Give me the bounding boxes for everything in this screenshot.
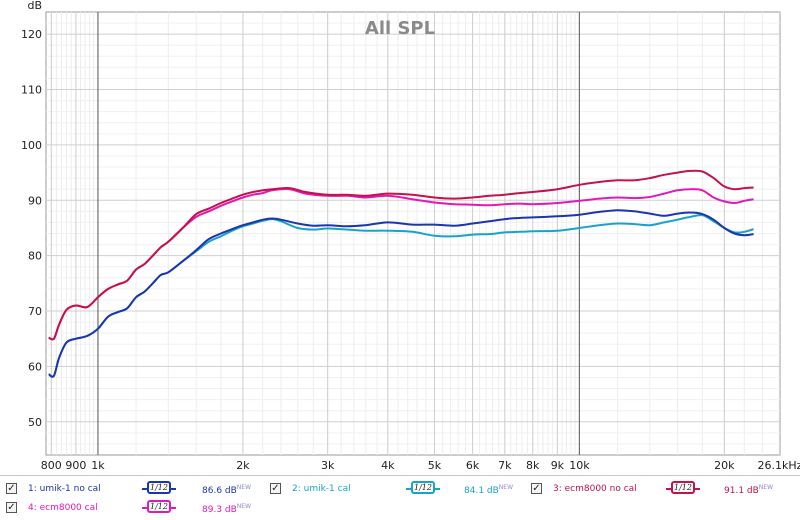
- legend-value-4: 89.3 dBNEW: [202, 503, 251, 515]
- new-tag-3: NEW: [758, 484, 774, 491]
- new-tag-2: NEW: [498, 484, 514, 491]
- series-line-3: [48, 169, 754, 341]
- x-tick-label: 1k: [91, 459, 105, 472]
- x-tick-label: 3k: [321, 459, 335, 472]
- smoothing-button-4[interactable]: 1/12: [147, 500, 171, 513]
- checkbox-3[interactable]: ✓: [531, 483, 542, 494]
- legend-value-1: 86.6 dBNEW: [202, 484, 251, 496]
- x-tick-label: 5k: [428, 459, 442, 472]
- x-tick-label: 9k: [551, 459, 565, 472]
- checkbox-1[interactable]: ✓: [6, 483, 17, 494]
- legend-name-1: 1: umik-1 no cal: [28, 484, 101, 494]
- legend-entry-4: ✓ 4: ecm8000 cal 1/12 89.3 dBNEW: [6, 499, 268, 517]
- new-tag-1: NEW: [236, 484, 252, 491]
- x-tick-label: 800: [41, 459, 62, 472]
- legend-entry-2: ✓ 2: umik-1 cal 1/12 84.1 dBNEW: [270, 480, 532, 498]
- legend-value-3-text: 91.1 dB: [724, 486, 759, 496]
- legend-name-4: 4: ecm8000 cal: [28, 503, 98, 513]
- checkbox-4[interactable]: ✓: [6, 502, 17, 513]
- x-tick-label: 4k: [381, 459, 395, 472]
- y-tick-label: 50: [28, 416, 42, 429]
- legend-value-2: 84.1 dBNEW: [464, 484, 513, 496]
- x-tick-label: 20k: [714, 459, 735, 472]
- smoothing-button-2[interactable]: 1/12: [411, 481, 435, 494]
- x-tick-label: 2k: [236, 459, 250, 472]
- legend-entry-1: ✓ 1: umik-1 no cal 1/12 86.6 dBNEW: [6, 480, 268, 498]
- legend-value-4-text: 89.3 dB: [202, 505, 237, 515]
- spl-chart: 50 60 70 80 90 100 110 120 800 900 1k 2k 3k 4k 5k 6k 7k 8…: [21, 0, 800, 472]
- x-tick-label: 6k: [466, 459, 480, 472]
- x-tick-label: 10k: [569, 459, 590, 472]
- legend-value-1-text: 86.6 dB: [202, 486, 237, 496]
- x-tick-label: 900: [65, 459, 86, 472]
- legend-value-2-text: 84.1 dB: [464, 486, 499, 496]
- x-tick-label: 7k: [498, 459, 512, 472]
- y-tick-label: 100: [21, 139, 42, 152]
- y-tick-label: 70: [28, 305, 42, 318]
- new-tag-4: NEW: [236, 503, 252, 510]
- y-tick-label: 120: [21, 28, 42, 41]
- chart-title: All SPL: [365, 18, 435, 39]
- legend-value-3: 91.1 dBNEW: [724, 484, 773, 496]
- y-tick-label: 110: [21, 84, 42, 97]
- y-tick-label: 90: [28, 194, 42, 207]
- legend-entry-3: ✓ 3: ecm8000 no cal 1/12 91.1 dBNEW: [531, 480, 793, 498]
- smoothing-button-3[interactable]: 1/12: [671, 481, 695, 494]
- checkbox-2[interactable]: ✓: [270, 483, 281, 494]
- smoothing-button-1[interactable]: 1/12: [147, 481, 171, 494]
- series-line-1: [48, 209, 754, 378]
- legend-name-3: 3: ecm8000 no cal: [553, 484, 637, 494]
- legend-bar: ✓ 1: umik-1 no cal 1/12 86.6 dBNEW ✓ 2: …: [0, 475, 800, 520]
- legend-name-2: 2: umik-1 cal: [292, 484, 351, 494]
- x-tick-label: 8k: [526, 459, 540, 472]
- y-tick-label: 60: [28, 360, 42, 373]
- y-tick-label: 80: [28, 250, 42, 263]
- x-tick-label: 26.1kHz: [758, 459, 800, 472]
- y-axis-unit: dB: [27, 0, 42, 12]
